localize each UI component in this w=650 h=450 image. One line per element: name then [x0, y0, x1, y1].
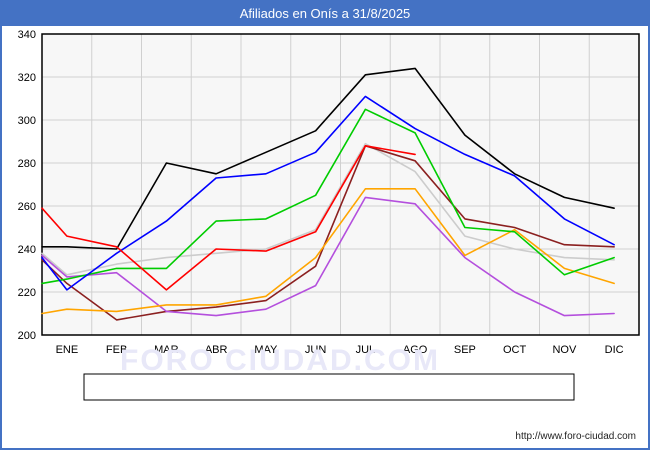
series-line-2020	[41, 196, 615, 317]
x-axis-tick-label: JUL	[356, 344, 376, 356]
series-line-2025	[41, 145, 416, 291]
x-axis-tick-label: ENE	[56, 344, 79, 356]
series-line-2021	[41, 188, 615, 315]
series-line-2023	[41, 95, 615, 291]
series-line-2019	[41, 145, 615, 321]
x-axis-tick-label: NOV	[552, 344, 577, 356]
line-chart: 200 220 240 260 280 300 320 340 ENE FEB MAR ABR MAY J…	[18, 29, 640, 401]
source-url: http://www.foro-ciudad.com	[515, 431, 636, 442]
y-axis-tick-label: 260	[18, 201, 36, 213]
y-axis-tick-label: 320	[18, 72, 36, 84]
x-axis-tick-label: MAR	[154, 344, 179, 356]
y-axis-tick-label: 200	[18, 330, 36, 342]
x-axis-tick-label: ABR	[205, 344, 228, 356]
x-axis-tick-label: DIC	[605, 344, 624, 356]
y-axis-tick-label: 240	[18, 244, 36, 256]
y-axis-tick-label: 300	[18, 115, 36, 127]
series-line-2022	[41, 108, 615, 285]
x-axis-tick-label: SEP	[454, 344, 476, 356]
page-title: Afiliados en Onís a 31/8/2025	[2, 2, 648, 26]
chart-plot-area: 200 220 240 260 280 300 320 340 ENE FEB MAR ABR MAY J…	[2, 26, 648, 448]
legend-box	[83, 373, 575, 401]
y-axis-tick-label: 220	[18, 287, 36, 299]
x-axis-tick-label: MAY	[254, 344, 278, 356]
series-line-2024	[41, 67, 615, 250]
x-axis-tick-label: AGO	[403, 344, 428, 356]
x-axis-tick-label: OCT	[503, 344, 527, 356]
y-axis-tick-label: 340	[18, 29, 36, 41]
y-axis-tick-label: 280	[18, 158, 36, 170]
x-axis-tick-label: FEB	[106, 344, 127, 356]
x-axis-tick-label: JUN	[305, 344, 326, 356]
series-line-2018	[41, 142, 615, 276]
plot-border	[41, 33, 640, 336]
